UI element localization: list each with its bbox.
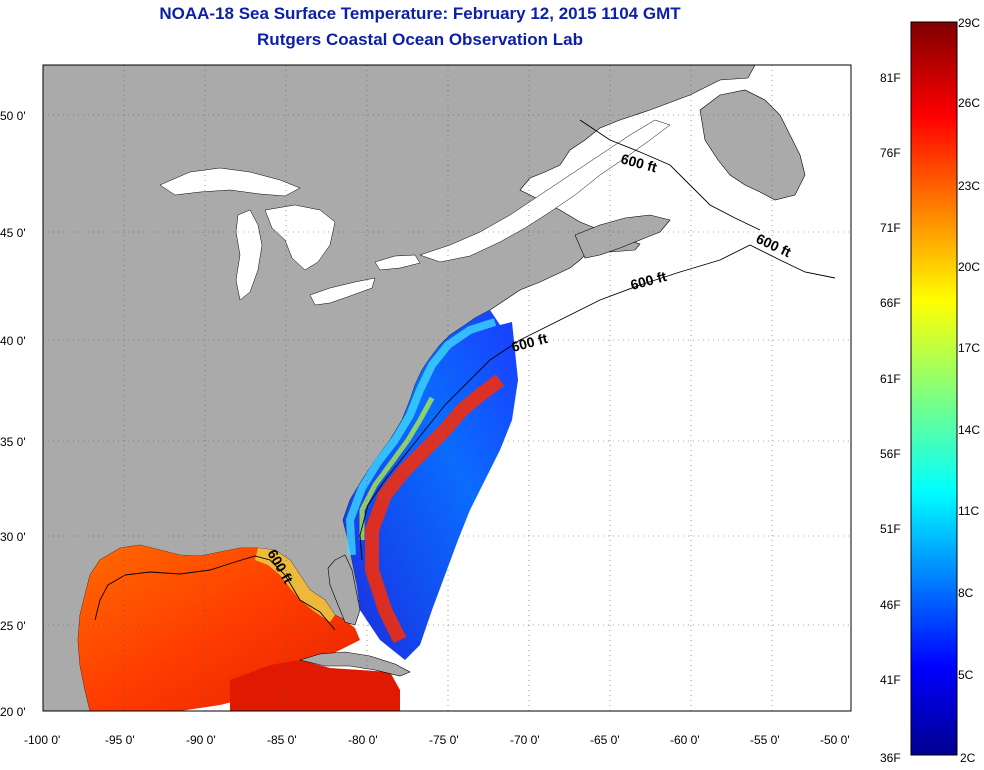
colorbar-fahrenheit-label: 66F xyxy=(880,296,901,310)
land-newfoundland xyxy=(699,89,806,201)
lon-tick-labels: -100 0' -95 0' -90 0' -85 0' -80 0' -75 … xyxy=(24,733,850,747)
lon-tick-label: -75 0' xyxy=(429,733,459,747)
land-florida xyxy=(327,554,361,626)
lon-tick-label: -80 0' xyxy=(348,733,378,747)
lon-tick-label: -50 0' xyxy=(820,733,850,747)
colorbar-fahrenheit-label: 56F xyxy=(880,447,901,461)
contour-600ft-atlantic xyxy=(359,244,836,561)
contour-600ft-gulf xyxy=(94,555,336,631)
map-title: NOAA-18 Sea Surface Temperature: Februar… xyxy=(159,4,681,23)
colorbar-celsius-label: 14C xyxy=(958,423,980,437)
colorbar-fahrenheit-label: 51F xyxy=(880,522,901,536)
lat-tick-label: 30 0' xyxy=(0,530,26,544)
colorbar-fahrenheit-label: 36F xyxy=(880,751,901,765)
lat-tick-label: 20 0' xyxy=(0,705,26,719)
lake-michigan xyxy=(235,209,263,301)
sst-caribbean xyxy=(230,660,400,711)
sst-gulf-stream xyxy=(365,374,505,644)
lat-tick-label: 45 0' xyxy=(0,226,26,240)
lake-superior xyxy=(159,167,301,197)
sst-shelf-warm xyxy=(359,396,435,540)
lat-tick-labels: 20 0' 25 0' 30 0' 35 0' 40 0' 45 0' 50 0… xyxy=(0,109,26,719)
st-lawrence xyxy=(419,119,671,263)
lon-tick-label: -95 0' xyxy=(105,733,135,747)
colorbar-fahrenheit-label: 71F xyxy=(880,221,901,235)
colorbar: 29C 26C 23C 20C 17C 14C 11C 8C 5C 2C 81F… xyxy=(880,16,980,765)
land-cuba xyxy=(298,651,411,677)
colorbar-fahrenheit-label: 81F xyxy=(880,71,901,85)
colorbar-celsius-label: 2C xyxy=(960,751,976,765)
lat-tick-label: 25 0' xyxy=(0,619,26,633)
colorbar-celsius-label: 20C xyxy=(958,260,980,274)
lake-ontario xyxy=(374,254,421,271)
sst-shelf-cool xyxy=(345,318,497,556)
lake-huron xyxy=(264,204,336,271)
colorbar-celsius-label: 23C xyxy=(958,179,980,193)
contour-600ft-north xyxy=(579,119,761,231)
colorbar-celsius-label: 26C xyxy=(958,96,980,110)
lon-tick-label: -100 0' xyxy=(24,733,60,747)
colorbar-fahrenheit-label: 76F xyxy=(880,146,901,160)
colorbar-fahrenheit-label: 46F xyxy=(880,598,901,612)
plot-frame xyxy=(42,64,852,712)
lat-tick-label: 35 0' xyxy=(0,435,26,449)
lon-tick-label: -60 0' xyxy=(670,733,700,747)
sst-gulf-shelf xyxy=(255,548,335,622)
lake-erie xyxy=(309,277,376,306)
colorbar-gradient xyxy=(910,21,958,756)
lon-tick-label: -65 0' xyxy=(590,733,620,747)
lon-tick-label: -85 0' xyxy=(267,733,297,747)
colorbar-celsius-label: 29C xyxy=(958,16,980,30)
lon-tick-label: -70 0' xyxy=(510,733,540,747)
lon-tick-label: -55 0' xyxy=(750,733,780,747)
colorbar-fahrenheit-label: 61F xyxy=(880,372,901,386)
colorbar-celsius-label: 8C xyxy=(958,586,974,600)
lat-tick-label: 50 0' xyxy=(0,109,26,123)
map-subtitle: Rutgers Coastal Ocean Observation Lab xyxy=(257,30,583,49)
lon-tick-label: -90 0' xyxy=(186,733,216,747)
colorbar-fahrenheit-label: 41F xyxy=(880,673,901,687)
colorbar-celsius-label: 5C xyxy=(958,668,974,682)
lat-tick-label: 40 0' xyxy=(0,334,26,348)
colorbar-celsius-label: 11C xyxy=(958,504,979,518)
colorbar-celsius-label: 17C xyxy=(958,341,980,355)
land-nova-scotia xyxy=(574,214,671,259)
